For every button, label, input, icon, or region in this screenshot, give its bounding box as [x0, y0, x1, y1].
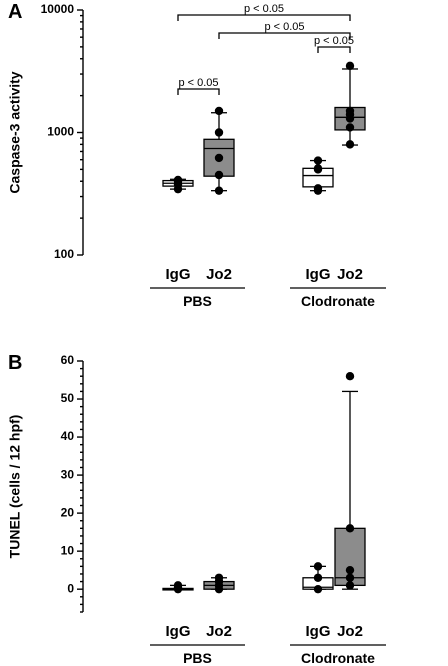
data-point — [345, 372, 355, 381]
group-label: Clodronate — [301, 293, 375, 309]
data-point — [313, 156, 323, 165]
group-label: Clodronate — [301, 650, 375, 666]
box-igg-pbs — [162, 175, 194, 194]
data-point — [345, 524, 355, 533]
box-jo2-pbs — [203, 573, 235, 594]
data-point — [345, 106, 355, 116]
data-point — [313, 164, 323, 173]
significance-label: p < 0.05 — [264, 21, 304, 33]
data-point — [313, 184, 323, 193]
data-point — [345, 565, 355, 575]
data-point — [214, 170, 224, 180]
box-igg-pbs — [162, 581, 194, 594]
y-tick-label: 10 — [61, 543, 75, 557]
y-tick-label: 100 — [54, 247, 74, 261]
y-tick-label: 40 — [61, 429, 75, 443]
box-jo2-clodronate — [334, 61, 366, 149]
significance-label: p < 0.05 — [178, 77, 218, 89]
significance-bracket — [177, 88, 220, 95]
data-point — [214, 106, 224, 116]
y-tick-label: 10000 — [41, 2, 75, 16]
category-label: Jo2 — [337, 623, 363, 640]
data-point — [214, 186, 224, 195]
significance-bracket — [218, 32, 351, 39]
data-point — [313, 562, 323, 571]
significance-bracket — [177, 14, 351, 21]
data-point — [313, 573, 323, 582]
category-label: IgG — [166, 623, 191, 640]
significance-label: p < 0.05 — [314, 35, 354, 47]
category-label: IgG — [306, 266, 331, 283]
data-point — [345, 581, 355, 590]
box-jo2-clodronate — [334, 372, 366, 590]
panel-letter: B — [8, 352, 22, 374]
data-point — [345, 123, 355, 132]
group-label: PBS — [183, 650, 212, 666]
data-point — [214, 128, 224, 137]
y-tick-label: 50 — [61, 391, 75, 405]
box-igg-clodronate — [302, 562, 334, 594]
data-point — [173, 175, 183, 185]
panel-letter: A — [8, 1, 22, 23]
y-tick-label: 60 — [61, 353, 75, 367]
y-tick-label: 30 — [61, 467, 75, 481]
y-axis-label: TUNEL (cells / 12 hpf) — [7, 415, 23, 559]
box-igg-clodronate — [302, 156, 334, 195]
category-label: Jo2 — [206, 623, 232, 640]
significance-bracket — [317, 46, 351, 53]
data-point — [313, 584, 323, 594]
group-label: PBS — [183, 293, 212, 309]
data-point — [345, 140, 355, 149]
category-label: Jo2 — [206, 266, 232, 283]
category-label: IgG — [306, 623, 331, 640]
significance-label: p < 0.05 — [244, 3, 284, 15]
category-label: IgG — [166, 266, 191, 283]
data-point — [173, 581, 183, 590]
data-point — [345, 61, 355, 71]
y-tick-label: 1000 — [47, 125, 74, 139]
data-point — [214, 153, 224, 163]
data-point — [345, 573, 355, 582]
data-point — [214, 573, 224, 582]
y-tick-label: 20 — [61, 505, 75, 519]
y-axis-label: Caspase-3 activity — [7, 71, 23, 193]
category-label: Jo2 — [337, 266, 363, 283]
box-jo2-pbs — [203, 106, 235, 195]
y-tick-label: 0 — [67, 581, 74, 595]
